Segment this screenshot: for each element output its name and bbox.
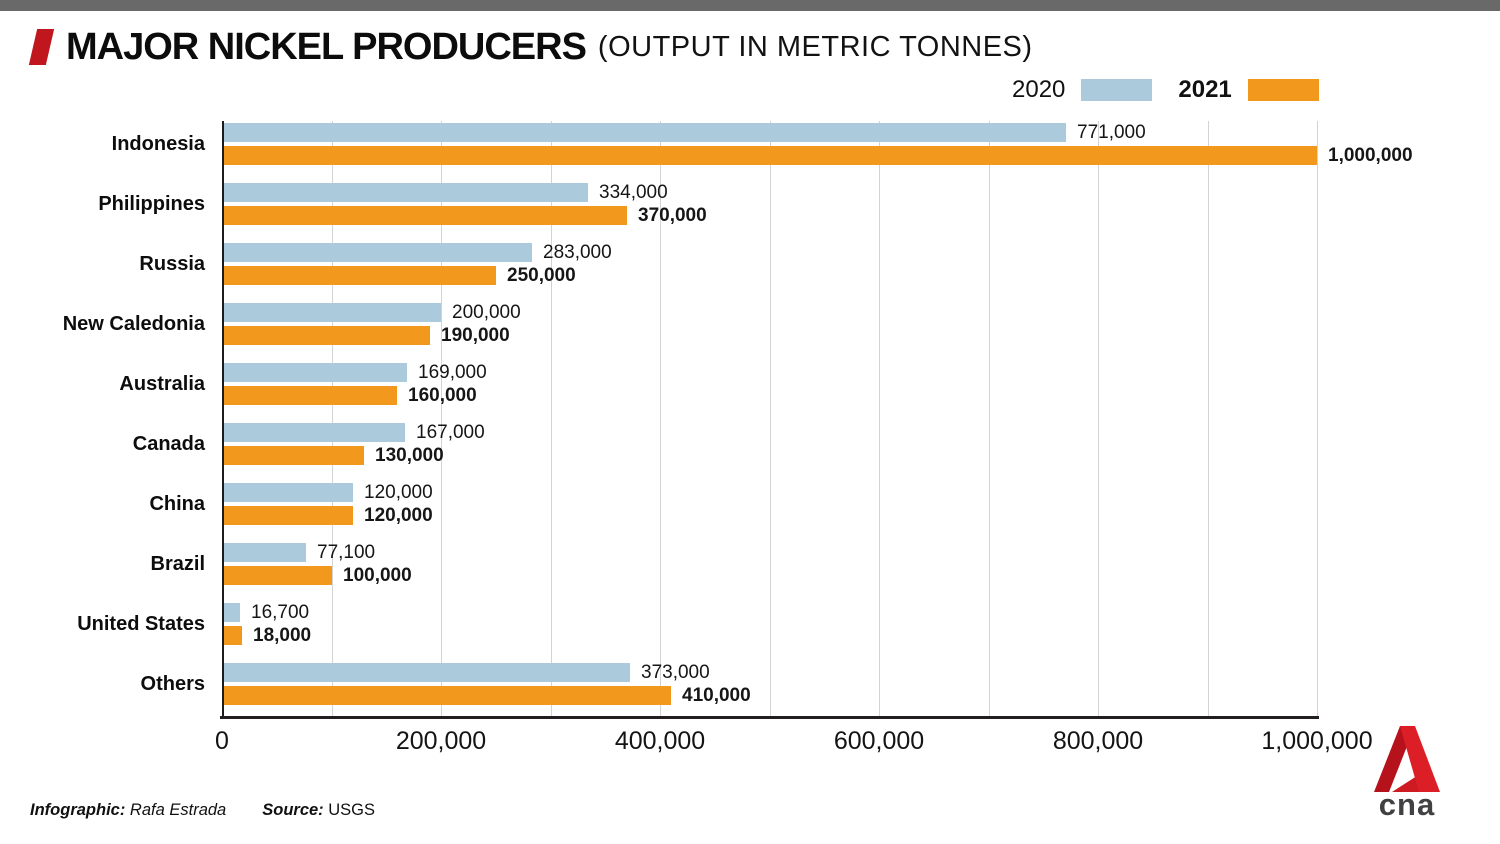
- category-label-russia: Russia: [139, 253, 205, 275]
- bar-2020-canada: [222, 423, 405, 442]
- infographic-credit: Infographic: Rafa Estrada: [30, 801, 226, 820]
- infographic-value: Rafa Estrada: [129, 801, 227, 819]
- value-label-2020-brazil: 77,100: [317, 542, 376, 563]
- x-tick-400000: 400,000: [614, 727, 706, 755]
- bar-2020-philippines: [222, 183, 588, 202]
- bar-2021-united-states: [222, 626, 242, 645]
- bar-2020-brazil: [222, 543, 306, 562]
- bar-2020-australia: [222, 363, 407, 382]
- bar-2020-new-caledonia: [222, 303, 441, 322]
- y-axis-line: [222, 121, 224, 717]
- bar-2021-canada: [222, 446, 364, 465]
- x-tick-0: 0: [215, 727, 229, 755]
- value-label-2021-new-caledonia: 190,000: [441, 325, 510, 346]
- category-label-indonesia: Indonesia: [111, 133, 205, 155]
- category-label-united-states: United States: [77, 613, 205, 635]
- value-label-2020-indonesia: 771,000: [1077, 122, 1146, 143]
- source-credit: Source: USGS: [262, 801, 375, 820]
- x-tick-600000: 600,000: [833, 727, 925, 755]
- category-label-australia: Australia: [119, 373, 205, 395]
- gridline: [1098, 121, 1099, 717]
- cna-logo-mark-icon: [1374, 726, 1440, 792]
- value-label-2021-russia: 250,000: [507, 265, 576, 286]
- bar-2020-china: [222, 483, 353, 502]
- infographic-label: Infographic:: [30, 801, 126, 819]
- cna-logo: cna: [1366, 726, 1448, 820]
- value-label-2020-canada: 167,000: [416, 422, 485, 443]
- page-subtitle: (OUTPUT IN METRIC TONNES): [597, 30, 1033, 63]
- value-label-2021-others: 410,000: [682, 685, 751, 706]
- gridline: [551, 121, 552, 717]
- cna-logo-text: cna: [1378, 787, 1436, 822]
- legend-label-2021: 2021: [1178, 76, 1232, 103]
- legend-swatch-2021: [1247, 79, 1319, 101]
- source-value: USGS: [328, 801, 376, 819]
- header: MAJOR NICKEL PRODUCERS (OUTPUT IN METRIC…: [28, 25, 1033, 68]
- bar-2020-others: [222, 663, 630, 682]
- top-bar: [0, 0, 1500, 11]
- bar-2021-philippines: [222, 206, 627, 225]
- value-label-2021-china: 120,000: [364, 505, 433, 526]
- value-label-2021-canada: 130,000: [375, 445, 444, 466]
- legend-label-2020: 2020: [1012, 76, 1066, 103]
- value-label-2021-united-states: 18,000: [253, 625, 312, 646]
- gridline: [332, 121, 333, 717]
- gridline: [879, 121, 880, 717]
- bar-2021-new-caledonia: [222, 326, 430, 345]
- page-title: MAJOR NICKEL PRODUCERS: [66, 25, 587, 68]
- gridline: [1208, 121, 1209, 717]
- value-label-2020-china: 120,000: [364, 482, 433, 503]
- gridline: [1317, 121, 1318, 717]
- value-label-2021-australia: 160,000: [408, 385, 477, 406]
- category-label-philippines: Philippines: [98, 193, 205, 215]
- footer: Infographic: Rafa Estrada Source: USGS: [30, 801, 375, 820]
- value-label-2020-new-caledonia: 200,000: [452, 302, 521, 323]
- value-label-2020-philippines: 334,000: [599, 182, 668, 203]
- gridline: [989, 121, 990, 717]
- gridline: [660, 121, 661, 717]
- legend-swatch-2020: [1081, 79, 1153, 101]
- value-label-2020-united-states: 16,700: [251, 602, 310, 623]
- category-labels: Indonesia Philippines Russia New Caledonia A…: [0, 121, 205, 717]
- x-tick-200000: 200,000: [395, 727, 487, 755]
- bar-2021-australia: [222, 386, 397, 405]
- bar-2020-russia: [222, 243, 532, 262]
- bar-2021-russia: [222, 266, 496, 285]
- plot-area: 771,000 1,000,000 334,000 370,000 283,000 250…: [222, 121, 1413, 717]
- gridline: [441, 121, 442, 717]
- x-tick-1000000: 1,000,000: [1261, 727, 1373, 755]
- bar-2021-indonesia: [222, 146, 1317, 165]
- x-tick-800000: 800,000: [1052, 727, 1144, 755]
- bar-2021-china: [222, 506, 353, 525]
- category-label-new-caledonia: New Caledonia: [62, 313, 205, 335]
- value-label-2020-australia: 169,000: [418, 362, 487, 383]
- legend: 2020 2021: [1012, 76, 1319, 104]
- source-label: Source:: [262, 801, 324, 819]
- category-label-china: China: [149, 493, 205, 515]
- x-axis-line: [220, 716, 1319, 719]
- legend-item-2021: 2021: [1178, 76, 1319, 104]
- bar-2020-indonesia: [222, 123, 1066, 142]
- category-label-brazil: Brazil: [150, 553, 205, 575]
- value-label-2020-russia: 283,000: [543, 242, 612, 263]
- bar-2021-others: [222, 686, 671, 705]
- bar-2020-united-states: [222, 603, 240, 622]
- value-label-2021-brazil: 100,000: [343, 565, 412, 586]
- gridline: [770, 121, 771, 717]
- value-label-2020-others: 373,000: [641, 662, 710, 683]
- bar-2021-brazil: [222, 566, 332, 585]
- category-label-others: Others: [140, 673, 205, 695]
- value-label-2021-indonesia: 1,000,000: [1328, 145, 1413, 166]
- legend-item-2020: 2020: [1012, 76, 1153, 104]
- x-tick-labels: 0 200,000 400,000 600,000 800,000 1,000,000: [0, 727, 1500, 757]
- value-label-2021-philippines: 370,000: [638, 205, 707, 226]
- category-label-canada: Canada: [132, 433, 205, 455]
